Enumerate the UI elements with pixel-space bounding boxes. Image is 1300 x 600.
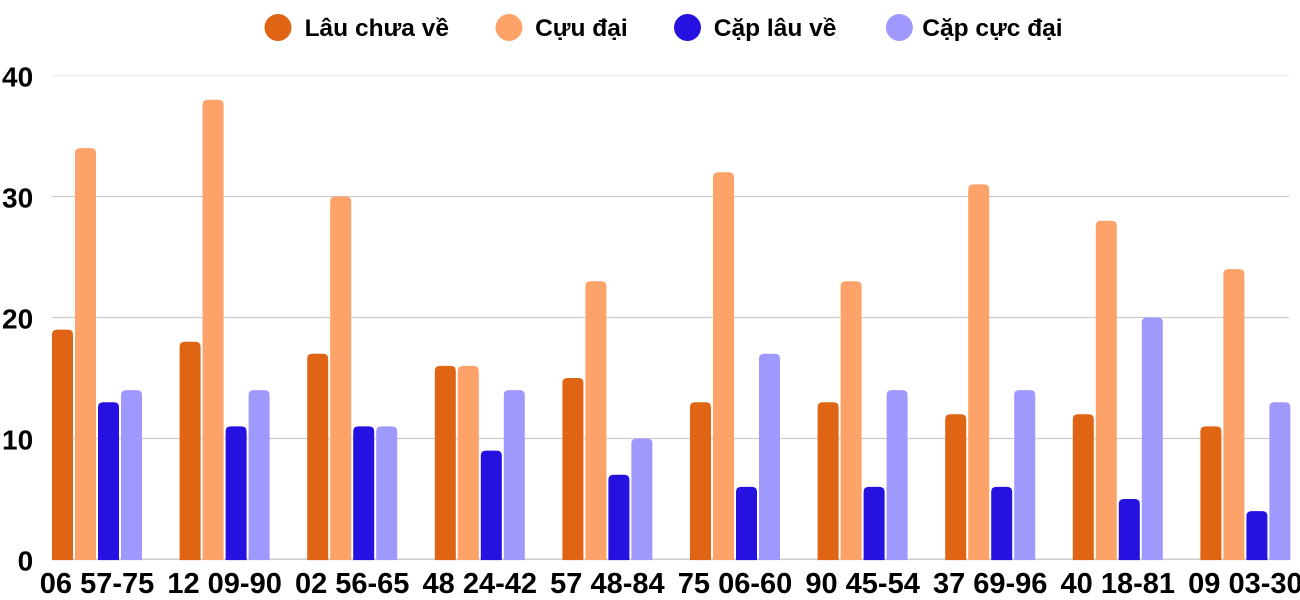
svg-text:30: 30: [2, 182, 33, 213]
svg-text:Lâu chưa về: Lâu chưa về: [305, 15, 449, 42]
svg-text:09 03-30: 09 03-30: [1188, 568, 1300, 600]
svg-text:0: 0: [18, 545, 34, 576]
svg-text:20: 20: [2, 303, 33, 334]
svg-text:75 06-60: 75 06-60: [678, 568, 793, 600]
svg-text:57 48-84: 57 48-84: [550, 568, 665, 600]
svg-text:12 09-90: 12 09-90: [167, 568, 282, 600]
svg-text:06 57-75: 06 57-75: [40, 568, 155, 600]
svg-text:40: 40: [2, 61, 33, 92]
svg-text:Cặp cực đại: Cặp cực đại: [922, 15, 1062, 42]
svg-text:90 45-54: 90 45-54: [805, 568, 920, 600]
svg-text:48 24-42: 48 24-42: [423, 568, 538, 600]
svg-text:Cặp lâu về: Cặp lâu về: [714, 15, 837, 42]
svg-text:10: 10: [2, 424, 33, 455]
svg-text:40 18-81: 40 18-81: [1061, 568, 1176, 600]
svg-text:37 69-96: 37 69-96: [933, 568, 1048, 600]
svg-text:Cựu đại: Cựu đại: [535, 15, 628, 42]
svg-text:02 56-65: 02 56-65: [295, 568, 410, 600]
